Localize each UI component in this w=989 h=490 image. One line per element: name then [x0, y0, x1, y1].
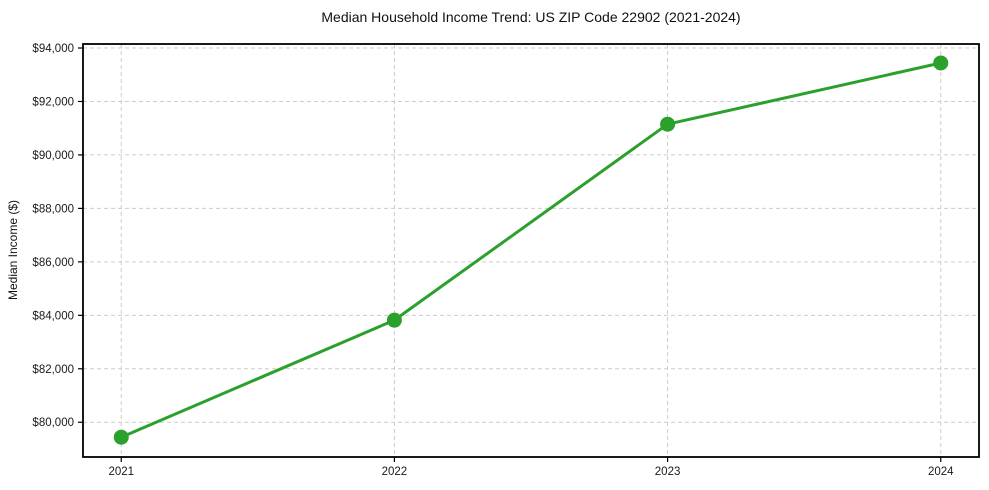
data-point-marker [113, 429, 129, 445]
y-tick-label: $92,000 [32, 96, 74, 108]
y-tick-label: $84,000 [32, 310, 74, 322]
x-tick-label: 2024 [928, 466, 954, 478]
data-point-marker [933, 55, 949, 71]
axes: $80,000 $82,000 $84,000 $86,000 $88,000 $90,0… [32, 43, 980, 478]
data-point-marker [386, 312, 402, 328]
y-tick-label: $90,000 [32, 150, 74, 162]
trend-line [119, 61, 943, 439]
x-tick-label: 2021 [108, 466, 134, 478]
y-tick-label: $82,000 [32, 364, 74, 376]
data-point-marker [660, 116, 676, 132]
y-tick-label: $80,000 [32, 417, 74, 429]
y-axis-label: Median Income ($) [6, 200, 20, 300]
x-tick-label: 2023 [655, 466, 681, 478]
y-tick-label: $94,000 [32, 43, 74, 55]
x-tick-label: 2022 [382, 466, 408, 478]
y-tick-label: $88,000 [32, 203, 74, 215]
gridlines [83, 44, 979, 457]
series [113, 55, 949, 445]
chart-title: Median Household Income Trend: US ZIP Co… [321, 9, 740, 25]
plot-frame [82, 43, 980, 458]
y-tick-label: $86,000 [32, 257, 74, 269]
